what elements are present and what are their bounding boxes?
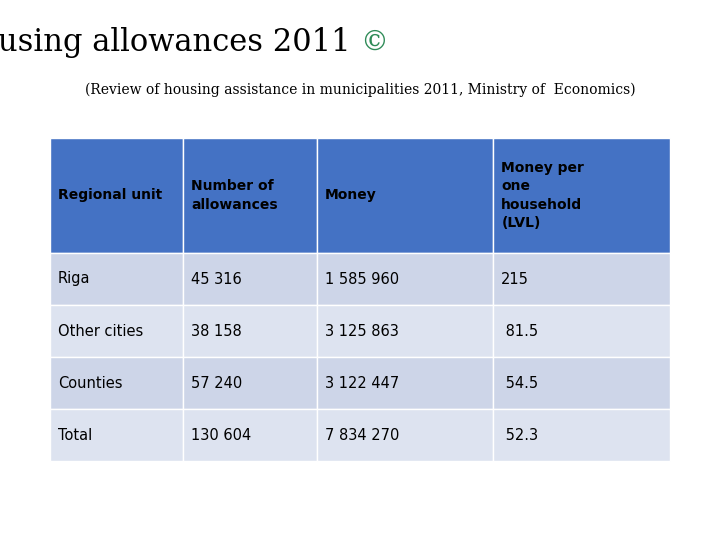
Bar	[184, 305, 317, 357]
Bar	[50, 253, 184, 305]
Bar	[50, 138, 184, 253]
Text: 45 316: 45 316	[192, 272, 242, 287]
Text: Number of
allowances: Number of allowances	[192, 179, 278, 212]
Text: 3 125 863: 3 125 863	[325, 323, 398, 339]
Text: Riga: Riga	[58, 272, 91, 287]
Text: Money: Money	[325, 188, 377, 202]
Bar	[317, 305, 493, 357]
Bar	[184, 138, 317, 253]
Text: 38 158: 38 158	[192, 323, 242, 339]
Text: 130 604: 130 604	[192, 428, 251, 442]
Text: 7 834 270: 7 834 270	[325, 428, 399, 442]
Text: 54.5: 54.5	[501, 375, 539, 390]
Text: Money per
one
household
(LVL): Money per one household (LVL)	[501, 161, 584, 230]
Bar	[317, 409, 493, 461]
Bar	[50, 305, 184, 357]
Text: Total: Total	[58, 428, 92, 442]
Bar	[493, 305, 670, 357]
Text: Housing allowances 2011: Housing allowances 2011	[0, 26, 360, 57]
Bar	[50, 409, 184, 461]
Text: 57 240: 57 240	[192, 375, 243, 390]
Bar	[184, 357, 317, 409]
Bar	[317, 253, 493, 305]
Bar	[317, 138, 493, 253]
Text: Counties: Counties	[58, 375, 122, 390]
Bar	[184, 253, 317, 305]
Bar	[493, 357, 670, 409]
Text: Other cities: Other cities	[58, 323, 143, 339]
Text: 1 585 960: 1 585 960	[325, 272, 399, 287]
Bar	[50, 357, 184, 409]
Text: ©: ©	[360, 29, 388, 56]
Text: 52.3: 52.3	[501, 428, 539, 442]
Bar	[184, 409, 317, 461]
Text: 3 122 447: 3 122 447	[325, 375, 399, 390]
Bar	[317, 357, 493, 409]
Text: Regional unit: Regional unit	[58, 188, 162, 202]
Bar	[493, 253, 670, 305]
Bar	[493, 409, 670, 461]
Text: 215: 215	[501, 272, 529, 287]
Text: 81.5: 81.5	[501, 323, 539, 339]
Bar	[493, 138, 670, 253]
Text: (Review of housing assistance in municipalities 2011, Ministry of  Economics): (Review of housing assistance in municip…	[85, 83, 635, 97]
